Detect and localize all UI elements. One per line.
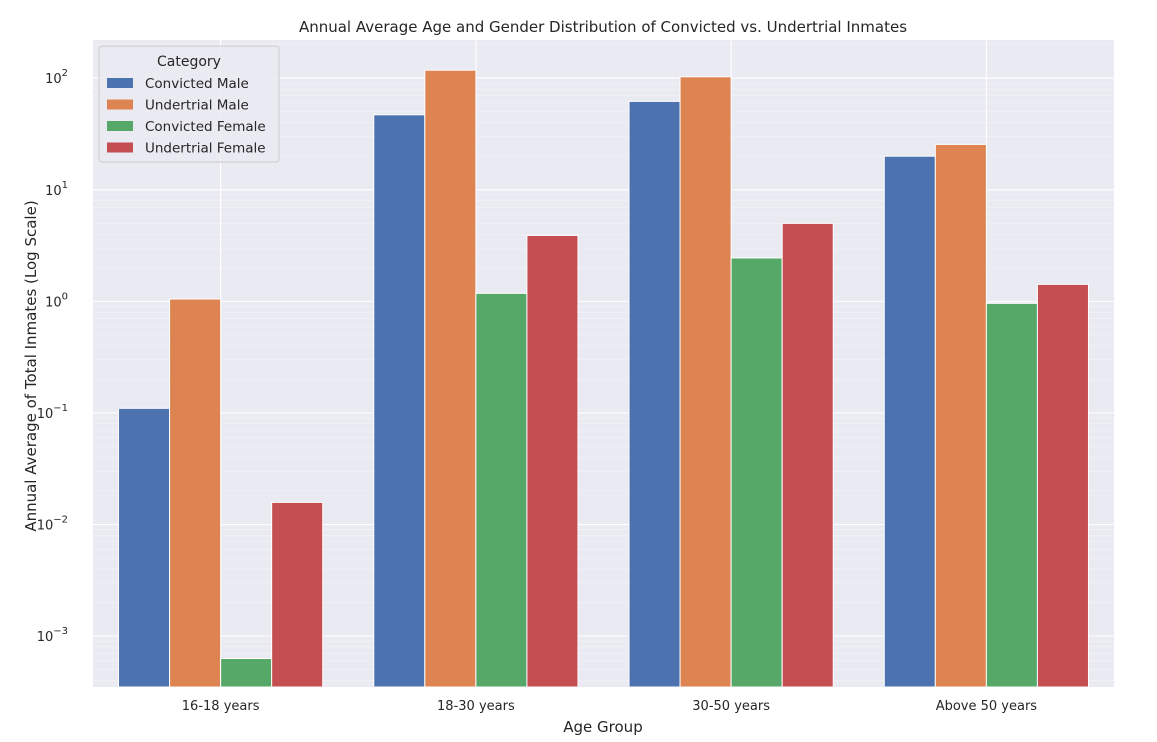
- bar: [628, 100, 681, 688]
- y-tick-label: 10−2: [37, 515, 68, 534]
- legend-swatch: [107, 78, 133, 88]
- bar: [883, 155, 936, 688]
- bar: [271, 501, 324, 688]
- bar: [220, 658, 273, 688]
- legend-label: Undertrial Male: [145, 98, 249, 114]
- x-tick-label: Above 50 years: [936, 699, 1038, 714]
- legend-swatch: [107, 121, 133, 131]
- legend: Category Convicted Male Undertrial Male Co…: [98, 45, 280, 163]
- bar: [1036, 283, 1089, 688]
- legend-swatch: [107, 99, 133, 110]
- y-tick-label: 101: [45, 180, 68, 199]
- legend-title: Category: [157, 54, 221, 70]
- bar: [985, 302, 1038, 688]
- y-axis-label: Annual Average of Total Inmates (Log Sca…: [22, 200, 40, 531]
- bar: [781, 222, 834, 688]
- legend-swatch: [107, 142, 133, 153]
- chart-title: Annual Average Age and Gender Distributi…: [299, 18, 907, 36]
- bar: [679, 76, 732, 688]
- bar: [169, 298, 222, 688]
- x-tick-labels: 16-18 years 18-30 years 30-50 years Above 5…: [182, 699, 1038, 714]
- x-tick-label: 18-30 years: [437, 699, 515, 714]
- legend-box: [98, 45, 280, 163]
- x-tick-label: 30-50 years: [692, 699, 770, 714]
- legend-label: Undertrial Female: [145, 141, 266, 157]
- bar: [730, 257, 783, 688]
- bars: [118, 69, 1089, 688]
- y-tick-label: 10−3: [37, 626, 68, 645]
- legend-label: Convicted Female: [145, 119, 266, 135]
- bar: [475, 292, 528, 688]
- bar: [373, 114, 426, 688]
- legend-label: Convicted Male: [145, 76, 249, 92]
- bar: [424, 69, 477, 688]
- bar: [526, 234, 579, 688]
- bar: [934, 143, 987, 688]
- y-tick-label: 100: [45, 291, 68, 310]
- x-tick-label: 16-18 years: [182, 699, 260, 714]
- bar: [118, 407, 171, 688]
- x-axis-label: Age Group: [563, 718, 642, 736]
- y-tick-labels: 10−3 10−2 10−1 100 101 102: [37, 68, 68, 645]
- y-tick-label: 102: [45, 68, 68, 87]
- y-tick-label: 10−1: [37, 403, 68, 422]
